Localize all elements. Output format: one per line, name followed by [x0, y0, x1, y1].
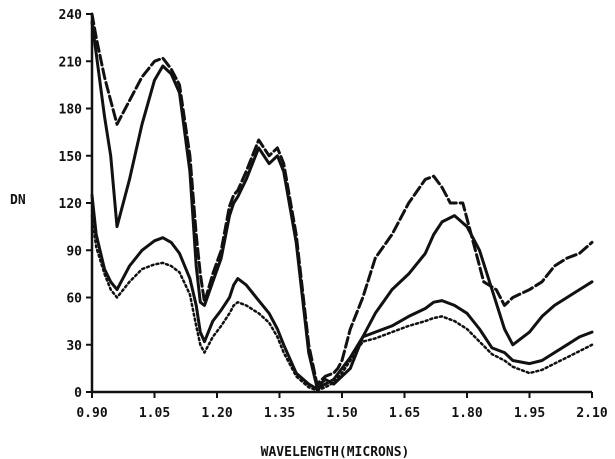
x-tick-label: 0.90	[76, 406, 107, 421]
y-tick-label: 180	[59, 103, 83, 118]
x-tick-label: 1.05	[139, 406, 170, 421]
x-tick-label: 2.10	[576, 406, 607, 421]
y-tick-label: 240	[59, 8, 83, 23]
y-tick-label: 210	[59, 55, 83, 70]
y-tick-label: 30	[66, 339, 82, 354]
y-axis-label: DN	[10, 193, 26, 208]
y-tick-label: 120	[59, 197, 83, 212]
y-tick-label: 90	[66, 244, 82, 259]
y-tick-label: 60	[66, 292, 82, 307]
x-tick-label: 1.50	[326, 406, 357, 421]
tick-group: 0 30 60 90 120 150 180 210 240 0.90 1.05 1.20 1.35 1.…	[59, 8, 608, 421]
y-tick-label: 150	[59, 150, 83, 165]
x-tick-label: 1.80	[451, 406, 482, 421]
x-tick-label: 1.65	[389, 406, 420, 421]
y-tick-label: 0	[74, 386, 82, 401]
x-tick-label: 1.95	[514, 406, 545, 421]
series-line-2	[90, 20, 594, 389]
series-group	[90, 12, 594, 392]
x-tick-label: 1.20	[201, 406, 232, 421]
x-axis-label: WAVELENGTH(MICRONS)	[261, 445, 410, 459]
x-tick-label: 1.35	[264, 406, 295, 421]
series-line-4	[90, 214, 594, 392]
series-line-3	[90, 193, 594, 391]
